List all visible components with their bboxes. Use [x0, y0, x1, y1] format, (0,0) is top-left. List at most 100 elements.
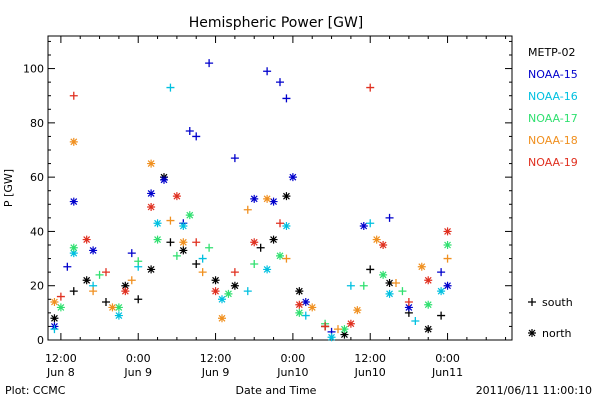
point-noaa-16-south: [411, 317, 420, 325]
point-noaa-15-north: [269, 197, 278, 206]
legend-noaa-19: NOAA-19: [528, 156, 578, 169]
point-noaa-15-south: [385, 213, 394, 222]
y-tick-label: 60: [30, 171, 44, 184]
point-noaa-18-north: [372, 235, 381, 244]
point-noaa-17-north: [56, 303, 65, 312]
point-noaa-19-north: [295, 300, 304, 309]
point-noaa-19-south: [404, 298, 413, 306]
point-noaa-15-north: [359, 222, 368, 230]
point-metp-02-south: [256, 243, 265, 252]
point-noaa-17-south: [250, 260, 259, 268]
legend-noaa-16: NOAA-16: [528, 90, 578, 103]
point-noaa-18-north: [353, 306, 362, 315]
point-metp-02-north: [230, 281, 239, 290]
point-metp-02-south: [437, 311, 446, 320]
point-noaa-18-north: [108, 303, 117, 312]
point-noaa-17-north: [276, 251, 284, 260]
point-metp-02-south: [69, 287, 78, 296]
point-noaa-18-north: [69, 137, 78, 146]
x-tick-date-label: Jun10: [276, 366, 308, 379]
legend-south: south: [542, 296, 573, 309]
point-noaa-16-north: [327, 333, 336, 342]
point-noaa-15-north: [301, 298, 310, 306]
point-metp-02-north: [385, 279, 394, 287]
point-noaa-17-north: [153, 235, 162, 244]
point-noaa-18-south: [243, 205, 252, 214]
chart-title: Hemispheric Power [GW]: [189, 15, 364, 31]
point-noaa-19-north: [250, 238, 259, 247]
x-tick-label: 12:00: [45, 352, 77, 365]
x-tick-label: 0:00: [281, 352, 306, 365]
legend-north: north: [542, 327, 572, 340]
point-noaa-17-north: [340, 325, 349, 334]
point-noaa-15-south: [63, 262, 72, 271]
point-noaa-18-north: [50, 298, 59, 306]
legend: METP-02 NOAA-15 NOAA-16 NOAA-17 NOAA-18 NOAA-…: [528, 46, 578, 169]
point-noaa-17-south: [205, 243, 214, 252]
point-metp-02-north: [82, 276, 91, 285]
point-noaa-19-south: [276, 219, 284, 228]
point-noaa-16-north: [114, 311, 123, 320]
point-noaa-17-north: [379, 270, 388, 279]
point-metp-02-north: [269, 235, 278, 244]
x-tick-date-label: Jun 8: [46, 366, 75, 379]
legend-noaa-18: NOAA-18: [528, 134, 578, 147]
point-metp-02-north: [50, 314, 59, 323]
point-noaa-16-south: [301, 311, 310, 320]
point-noaa-15-south: [263, 67, 272, 76]
point-noaa-16-south: [366, 219, 375, 228]
point-noaa-18-north: [218, 314, 226, 323]
point-noaa-15-north: [160, 175, 168, 184]
y-tick-label: 80: [30, 117, 44, 130]
y-axis: 0 20 40 60 80 100: [23, 40, 512, 347]
point-noaa-16-south: [50, 325, 59, 334]
point-noaa-18-north: [308, 303, 317, 312]
y-tick-label: 100: [23, 63, 44, 76]
point-noaa-15-south: [282, 94, 291, 103]
point-noaa-16-south: [166, 83, 175, 92]
point-noaa-19-north: [424, 276, 433, 285]
point-noaa-16-north: [437, 287, 446, 296]
plot-frame: [47, 35, 513, 341]
x-tick-label: 0:00: [435, 352, 460, 365]
x-tick-date-label: Jun11: [431, 366, 463, 379]
point-noaa-18-south: [443, 254, 452, 263]
point-noaa-15-north: [404, 303, 413, 312]
x-tick-date-label: Jun 9: [123, 366, 152, 379]
x-tick-date-label: Jun 9: [201, 366, 230, 379]
point-noaa-16-north: [282, 222, 291, 230]
point-noaa-15-south: [127, 249, 136, 258]
point-noaa-19-south: [230, 268, 239, 277]
x-tick-label: 12:00: [200, 352, 232, 365]
y-tick-label: 20: [30, 280, 44, 293]
point-noaa-18-north: [417, 262, 426, 271]
point-noaa-17-south: [172, 251, 181, 260]
point-noaa-17-north: [69, 243, 78, 252]
x-tick-label: 0:00: [126, 352, 151, 365]
footer-right: 2011/06/11 11:00:10: [476, 384, 592, 397]
point-noaa-17-south: [95, 270, 104, 279]
point-noaa-16-north: [385, 289, 394, 298]
point-noaa-18-south: [166, 216, 175, 225]
data-points: [50, 59, 452, 342]
point-noaa-17-south: [398, 287, 407, 296]
point-noaa-19-south: [102, 268, 110, 277]
point-noaa-15-south: [192, 132, 201, 141]
point-noaa-19-north: [147, 203, 156, 211]
point-noaa-18-south: [282, 254, 291, 263]
point-noaa-17-south: [134, 257, 143, 266]
legend-north-marker: [528, 329, 536, 337]
point-noaa-19-north: [121, 287, 130, 296]
point-noaa-18-north: [147, 159, 156, 168]
point-noaa-15-north: [443, 281, 452, 290]
point-metp-02-north: [211, 276, 220, 285]
point-noaa-16-north: [263, 265, 272, 274]
point-metp-02-north: [179, 246, 188, 255]
footer-left: Plot: CCMC: [5, 384, 66, 397]
point-noaa-15-south: [276, 78, 284, 87]
point-metp-02-south: [102, 298, 110, 306]
point-noaa-17-north: [295, 308, 304, 317]
point-noaa-16-north: [153, 219, 162, 228]
point-noaa-15-south: [185, 127, 194, 135]
